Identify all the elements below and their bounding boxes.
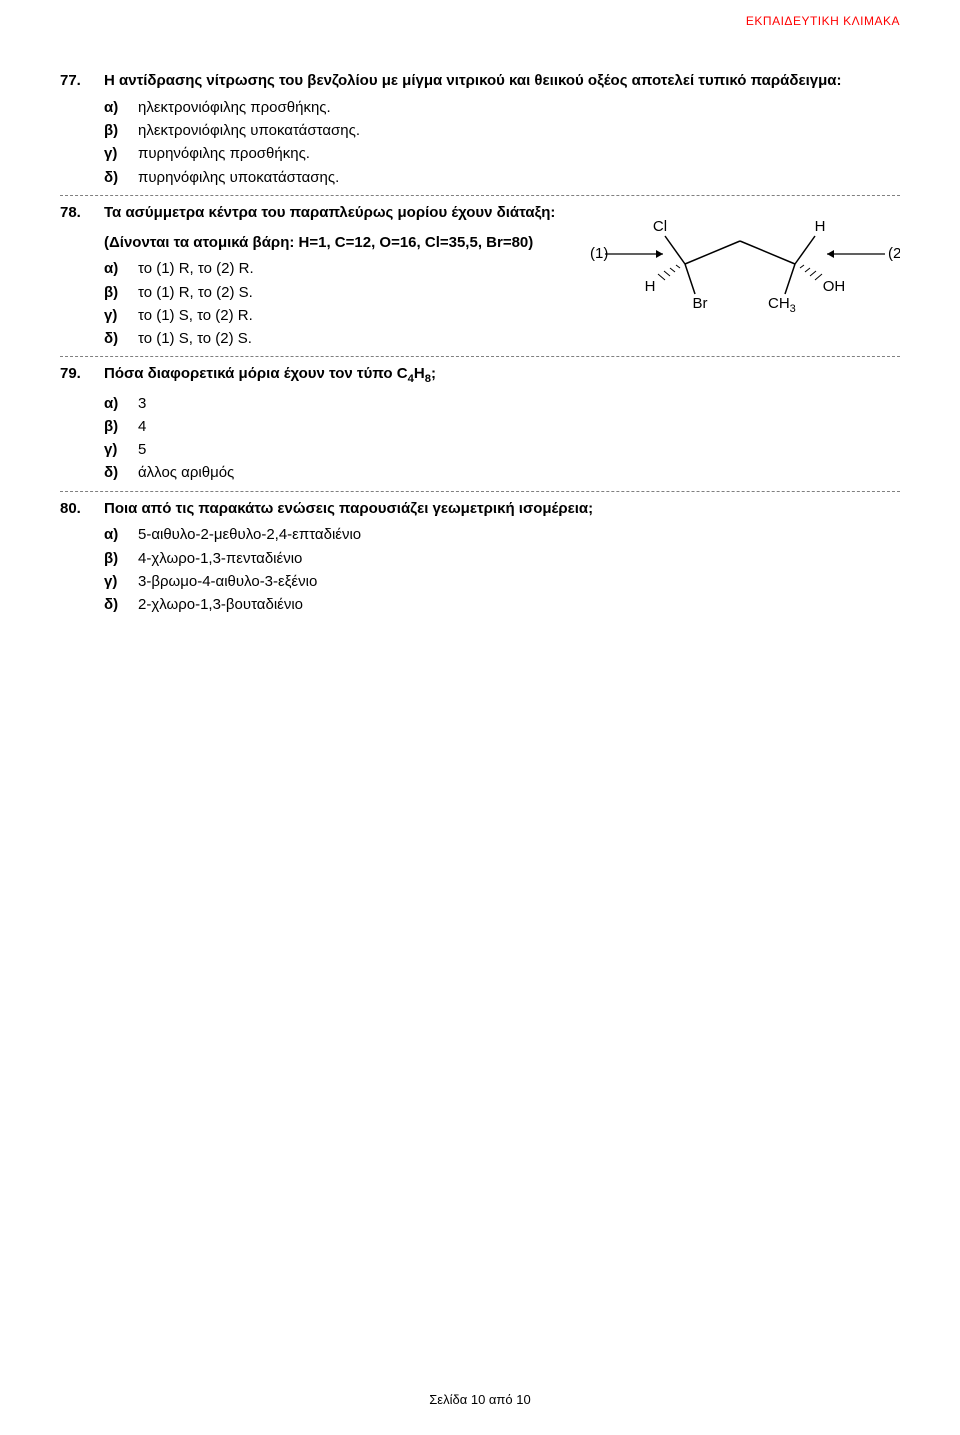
question-77: 77. Η αντίδρασης νίτρωσης του βενζολίου … (60, 70, 900, 196)
question-78: 78. Τα ασύμμετρα κέντρα του παραπλεύρως … (60, 202, 900, 358)
opt-text: 4 (138, 415, 900, 438)
q80-opt-b: β)4-χλωρο-1,3-πενταδιένιο (104, 547, 900, 570)
q78-opt-c: γ)το (1) S, το (2) R. (104, 304, 580, 327)
question-80: 80. Ποια από τις παρακάτω ενώσεις παρουσ… (60, 498, 900, 617)
opt-text: το (1) S, το (2) S. (138, 327, 580, 350)
q77-opt-b: β)ηλεκτρονιόφιλης υποκατάστασης. (104, 119, 900, 142)
q77-number: 77. (60, 70, 104, 89)
opt-text: 2-χλωρο-1,3-βουταδιένιο (138, 593, 900, 616)
opt-text: το (1) S, το (2) R. (138, 304, 580, 327)
q80-text: Ποια από τις παρακάτω ενώσεις παρουσιάζε… (104, 498, 900, 520)
label-1: (1) (590, 245, 608, 262)
opt-label: α) (104, 257, 138, 280)
opt-text: 3-βρωμο-4-αιθυλο-3-εξένιο (138, 570, 900, 593)
opt-label: γ) (104, 438, 138, 461)
q79-options: α)3 β)4 γ)5 δ)άλλος αριθμός (104, 392, 900, 485)
atom-ch3: CH3 (768, 295, 796, 315)
q78-opt-d: δ)το (1) S, το (2) S. (104, 327, 580, 350)
atom-br: Br (693, 295, 708, 312)
opt-text: το (1) R, το (2) R. (138, 257, 580, 280)
atom-oh: OH (823, 278, 846, 295)
opt-label: δ) (104, 327, 138, 350)
q77-options: α)ηλεκτρονιόφιλης προσθήκης. β)ηλεκτρονι… (104, 96, 900, 189)
q80-opt-d: δ)2-χλωρο-1,3-βουταδιένιο (104, 593, 900, 616)
q80-number: 80. (60, 498, 104, 517)
opt-text: ηλεκτρονιόφιλης υποκατάστασης. (138, 119, 900, 142)
opt-label: γ) (104, 142, 138, 165)
opt-label: α) (104, 96, 138, 119)
opt-label: δ) (104, 593, 138, 616)
q80-opt-c: γ)3-βρωμο-4-αιθυλο-3-εξένιο (104, 570, 900, 593)
atom-h2: H (815, 218, 826, 235)
q78-text-line2: (Δίνονται τα ατομικά βάρη: H=1, C=12, O=… (104, 232, 580, 254)
opt-label: β) (104, 547, 138, 570)
label-2: (2) (888, 245, 900, 262)
opt-label: α) (104, 392, 138, 415)
opt-text: ηλεκτρονιόφιλης προσθήκης. (138, 96, 900, 119)
opt-text: 5-αιθυλο-2-μεθυλο-2,4-επταδιένιο (138, 523, 900, 546)
question-79: 79. Πόσα διαφορετικά μόρια έχουν τον τύπ… (60, 363, 900, 491)
q78-number: 78. (60, 202, 104, 221)
opt-label: β) (104, 281, 138, 304)
q79-opt-b: β)4 (104, 415, 900, 438)
q77-opt-a: α)ηλεκτρονιόφιλης προσθήκης. (104, 96, 900, 119)
molecule-diagram: Cl H Br H OH CH3 (1) (2) (590, 206, 900, 326)
q79-text: Πόσα διαφορετικά μόρια έχουν τον τύπο C4… (104, 363, 900, 387)
q78-options: α)το (1) R, το (2) R. β)το (1) R, το (2)… (104, 257, 580, 350)
q78-diagram: Cl H Br H OH CH3 (1) (2) (590, 202, 900, 351)
opt-label: δ) (104, 461, 138, 484)
q79-opt-d: δ)άλλος αριθμός (104, 461, 900, 484)
opt-label: β) (104, 415, 138, 438)
opt-label: δ) (104, 166, 138, 189)
q80-opt-a: α)5-αιθυλο-2-μεθυλο-2,4-επταδιένιο (104, 523, 900, 546)
q77-opt-d: δ)πυρηνόφιλης υποκατάστασης. (104, 166, 900, 189)
opt-text: 5 (138, 438, 900, 461)
opt-text: άλλος αριθμός (138, 461, 900, 484)
atom-h1: H (645, 278, 656, 295)
atom-cl: Cl (653, 218, 667, 235)
q78-text-line1: Τα ασύμμετρα κέντρα του παραπλεύρως μορί… (104, 202, 580, 224)
q78-opt-a: α)το (1) R, το (2) R. (104, 257, 580, 280)
q79-opt-a: α)3 (104, 392, 900, 415)
q79-number: 79. (60, 363, 104, 382)
header-brand: ΕΚΠΑΙΔΕΥΤΙΚΗ ΚΛΙΜΑΚΑ (746, 14, 900, 28)
q78-opt-b: β)το (1) R, το (2) S. (104, 281, 580, 304)
q77-opt-c: γ)πυρηνόφιλης προσθήκης. (104, 142, 900, 165)
opt-text: πυρηνόφιλης προσθήκης. (138, 142, 900, 165)
opt-text: το (1) R, το (2) S. (138, 281, 580, 304)
opt-label: γ) (104, 570, 138, 593)
opt-label: α) (104, 523, 138, 546)
opt-text: πυρηνόφιλης υποκατάστασης. (138, 166, 900, 189)
q80-options: α)5-αιθυλο-2-μεθυλο-2,4-επταδιένιο β)4-χ… (104, 523, 900, 616)
q79-opt-c: γ)5 (104, 438, 900, 461)
q77-text: Η αντίδρασης νίτρωσης του βενζολίου με μ… (104, 70, 900, 92)
opt-label: γ) (104, 304, 138, 327)
opt-text: 4-χλωρο-1,3-πενταδιένιο (138, 547, 900, 570)
opt-label: β) (104, 119, 138, 142)
page-footer: Σελίδα 10 από 10 (0, 1392, 960, 1407)
opt-text: 3 (138, 392, 900, 415)
